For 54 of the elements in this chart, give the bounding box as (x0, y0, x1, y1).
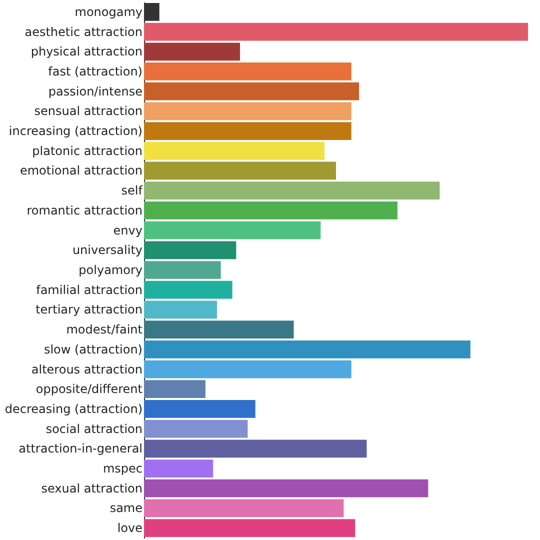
bar (144, 62, 352, 80)
bar (144, 122, 352, 140)
bar (144, 519, 356, 538)
y-tick-label: emotional attraction (20, 164, 142, 178)
bar (144, 202, 398, 220)
y-tick-label: self (121, 184, 144, 198)
bar (144, 360, 352, 378)
bar (144, 182, 440, 200)
bar (144, 241, 236, 260)
y-tick-label: sensual attraction (34, 104, 142, 118)
y-tick-label: love (117, 521, 142, 536)
bar (144, 499, 344, 518)
y-tick-label: monogamy (74, 4, 142, 19)
bar (144, 460, 214, 478)
y-tick-label: romantic attraction (26, 203, 142, 218)
bar (144, 2, 160, 21)
y-tick-label: alterous attraction (31, 362, 142, 376)
bar (144, 400, 256, 418)
y-tick-label: social attraction (46, 422, 142, 436)
y-tick-label: physical attraction (30, 44, 142, 59)
y-tick-label: passion/intense (48, 84, 142, 98)
bar (144, 142, 324, 160)
y-tick-label: polyamory (78, 263, 142, 277)
y-tick-label: familial attraction (36, 282, 142, 297)
bar (144, 221, 321, 240)
bar (144, 320, 294, 338)
bar (144, 479, 428, 498)
y-tick-label: mspec (102, 462, 142, 476)
y-tick-label: aesthetic attraction (24, 24, 142, 39)
y-tick-label: same (110, 501, 142, 516)
bar (144, 420, 248, 438)
y-tick-label: tertiary attraction (36, 302, 142, 317)
y-tick-label: envy (113, 223, 142, 238)
y-tick-label: opposite/different (36, 382, 143, 396)
bar (144, 440, 367, 458)
bar (144, 300, 217, 319)
bar (144, 162, 336, 180)
bar (144, 280, 232, 299)
bar (144, 340, 470, 358)
y-tick-label: slow (attraction) (44, 342, 142, 356)
y-tick-label: platonic attraction (32, 144, 142, 158)
bar (144, 82, 360, 100)
y-tick-label: modest/faint (66, 322, 143, 337)
y-tick-label: fast (attraction) (48, 64, 142, 78)
y-tick-label: decreasing (attraction) (4, 402, 142, 416)
y-tick-label: sexual attraction (41, 481, 142, 496)
y-tick-label: increasing (attraction) (8, 124, 142, 138)
bar (144, 42, 240, 61)
bar (144, 261, 221, 279)
y-tick-label: universality (72, 243, 142, 258)
bar (144, 22, 528, 41)
bar (144, 380, 206, 398)
y-tick-label: attraction-in-general (18, 442, 142, 456)
bar (144, 102, 352, 120)
